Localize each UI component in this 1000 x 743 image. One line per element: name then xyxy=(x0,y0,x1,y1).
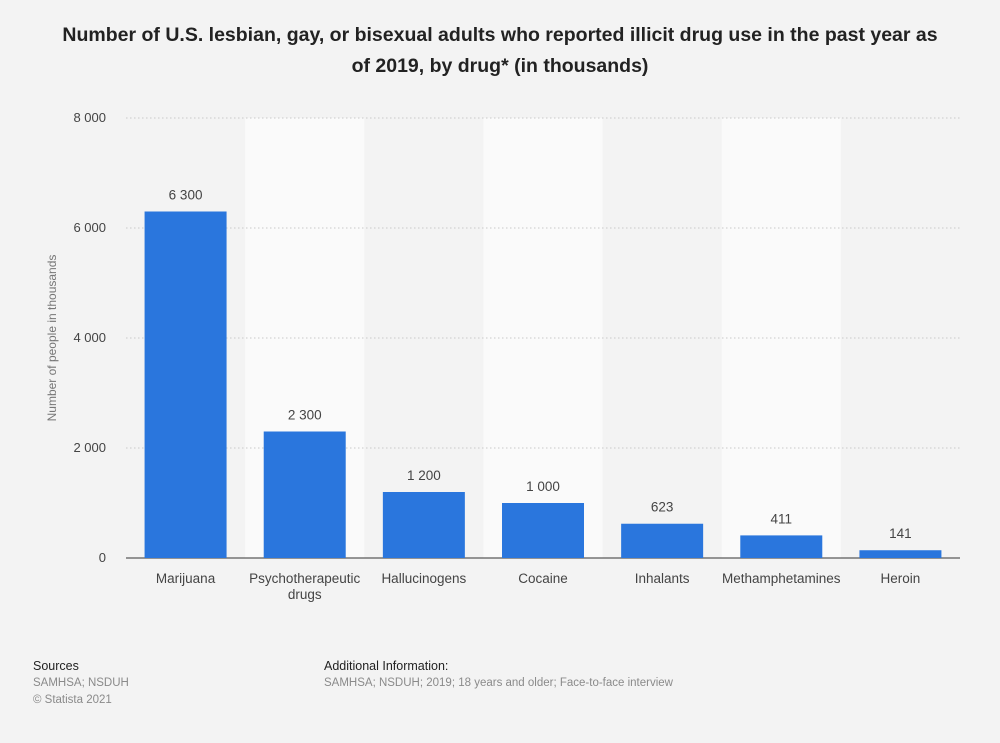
y-tick-label: 0 xyxy=(99,550,106,565)
bar xyxy=(859,550,942,558)
category-band xyxy=(721,118,841,558)
value-label: 6 300 xyxy=(169,188,203,203)
additional-info-heading: Additional Information: xyxy=(324,659,449,673)
x-tick-label: Inhalants xyxy=(635,571,690,586)
sources-line: SAMHSA; NSDUH xyxy=(33,677,129,689)
bar xyxy=(740,535,823,558)
x-axis-labels: Marijuana Psychotherapeutic drugs Hallucino… xyxy=(156,571,920,602)
y-tick-label: 6 000 xyxy=(73,220,106,235)
additional-info-block: Additional Information: SAMHSA; NSDUH; 2… xyxy=(324,658,673,692)
x-tick-label: Methamphetamines xyxy=(722,571,841,586)
x-tick-label: Hallucinogens xyxy=(381,571,466,586)
y-tick-label: 8 000 xyxy=(73,110,106,125)
y-axis-label: Number of people in thousands xyxy=(45,255,59,422)
x-tick-label: Cocaine xyxy=(518,571,568,586)
chart-title: Number of U.S. lesbian, gay, or bisexual… xyxy=(62,24,938,77)
value-labels: 6 300 2 300 1 200 1 000 623 411 141 xyxy=(169,188,912,542)
bars xyxy=(144,211,942,558)
bar xyxy=(144,211,227,558)
additional-info-text: SAMHSA; NSDUH; 2019; 18 years and older;… xyxy=(324,677,673,689)
x-tick-label: Marijuana xyxy=(156,571,216,586)
bar xyxy=(263,431,346,558)
copyright-line: © Statista 2021 xyxy=(33,694,112,706)
sources-heading: Sources xyxy=(33,659,79,673)
sources-block: Sources SAMHSA; NSDUH © Statista 2021 xyxy=(33,658,129,709)
value-label: 411 xyxy=(771,511,793,526)
value-label: 1 000 xyxy=(526,479,560,494)
y-tick-label: 4 000 xyxy=(73,330,106,345)
value-label: 141 xyxy=(889,526,912,541)
bar xyxy=(502,503,584,558)
bar xyxy=(621,523,704,558)
value-label: 1 200 xyxy=(407,468,441,483)
value-label: 2 300 xyxy=(288,408,322,423)
y-tick-label: 2 000 xyxy=(73,440,106,455)
bar xyxy=(382,492,465,558)
value-label: 623 xyxy=(651,500,674,515)
y-axis-ticks: 0 2 000 4 000 6 000 8 000 xyxy=(73,110,106,565)
x-tick-label: Heroin xyxy=(881,571,921,586)
x-tick-label: Psychotherapeutic drugs xyxy=(249,571,360,602)
